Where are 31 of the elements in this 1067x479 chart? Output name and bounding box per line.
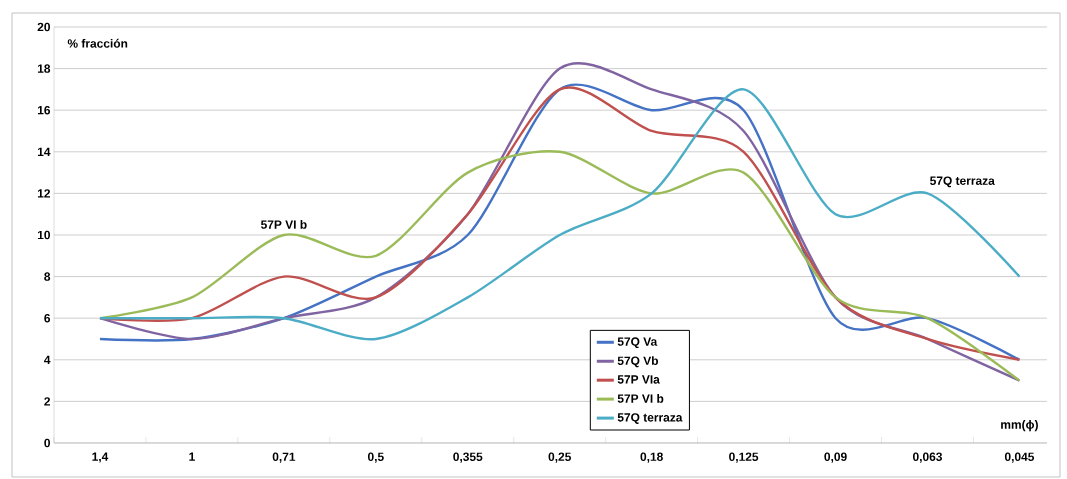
- y-tick-label: 20: [37, 22, 50, 32]
- legend-label: 57P VI b: [617, 394, 664, 403]
- legend-label: 57P VIa: [617, 375, 660, 384]
- y-tick-label: 0: [44, 438, 50, 448]
- x-tick-label: 0,18: [640, 452, 663, 463]
- x-tick-label: 0,355: [453, 452, 483, 463]
- legend-label: 57Q Va: [617, 337, 658, 349]
- legend-label: 57Q terraza: [617, 413, 683, 424]
- annotation: 57Q terraza: [930, 176, 995, 188]
- x-tick-label: 1: [189, 452, 195, 461]
- y-tick-label: 12: [37, 189, 51, 198]
- y-axis-title: % fracción: [67, 38, 128, 48]
- x-tick-label: 0,125: [729, 452, 759, 463]
- x-axis-title: mm(ϕ): [1001, 420, 1038, 432]
- y-tick-label: 6: [44, 313, 51, 323]
- x-tick-label: 0,063: [912, 452, 943, 463]
- x-tick-label: 0,09: [824, 452, 847, 463]
- y-tick-label: 18: [37, 64, 51, 73]
- x-tick-label: 0,5: [367, 452, 384, 463]
- legend-label: 57Q Vb: [617, 356, 659, 368]
- y-tick-label: 2: [44, 397, 51, 406]
- x-tick-label: 0,71: [272, 452, 296, 463]
- y-tick-label: 14: [37, 147, 51, 156]
- y-tick-label: 4: [44, 355, 51, 364]
- y-tick-label: 16: [37, 105, 51, 115]
- annotation: 57P VI b: [260, 220, 307, 229]
- y-tick-label: 10: [37, 230, 50, 240]
- x-tick-label: 0,25: [548, 452, 571, 463]
- x-tick-label: 1,4: [92, 452, 109, 463]
- y-tick-label: 8: [44, 272, 51, 281]
- x-tick-label: 0,045: [1004, 452, 1035, 463]
